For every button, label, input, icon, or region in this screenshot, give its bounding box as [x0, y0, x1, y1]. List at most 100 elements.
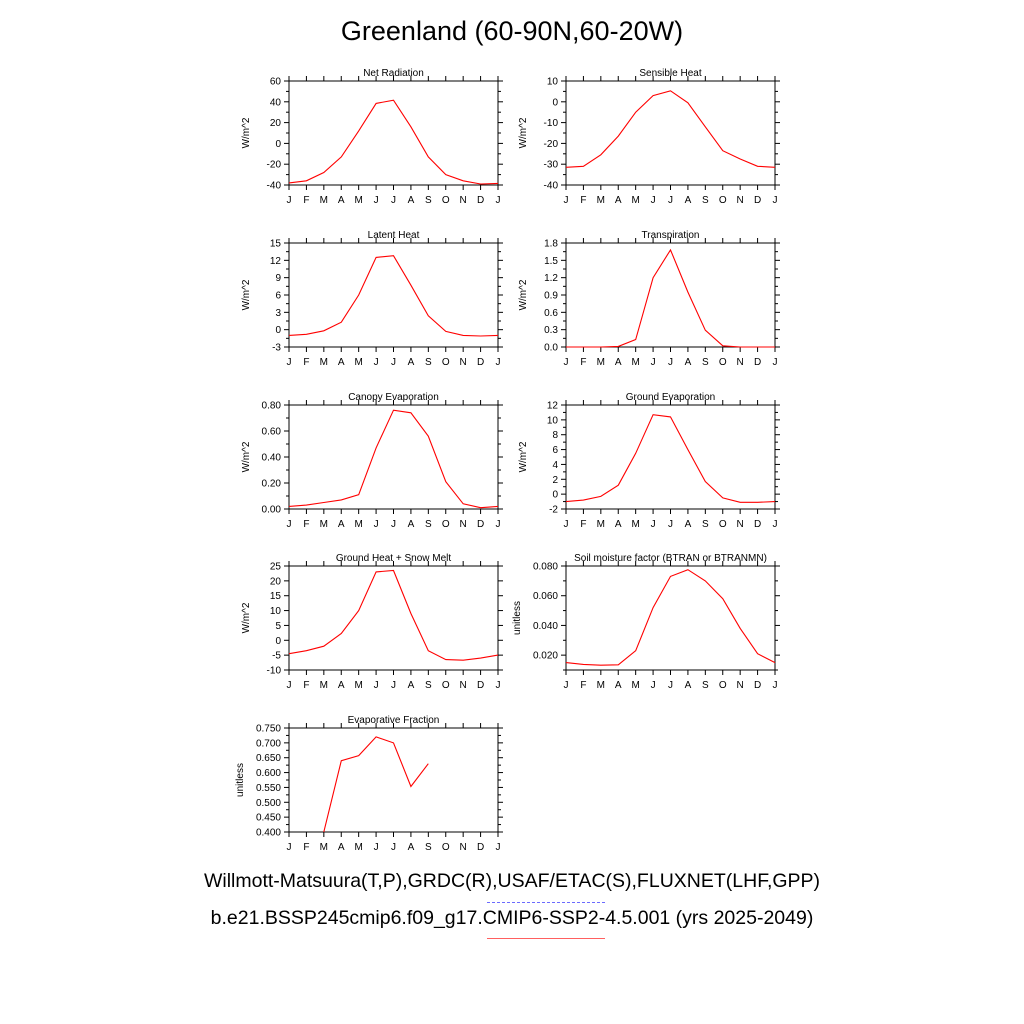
y-tick-label: -40: [267, 181, 282, 192]
x-tick-label: M: [597, 195, 605, 206]
x-tick-label: N: [737, 680, 744, 691]
y-tick-label: 2: [552, 475, 558, 486]
y-tick-label: 0: [552, 490, 558, 501]
x-tick-label: M: [597, 519, 605, 530]
series-line: [566, 248, 775, 348]
x-tick-label: N: [460, 842, 467, 853]
y-tick-label: 15: [270, 591, 282, 602]
x-tick-label: M: [320, 519, 328, 530]
y-tick-label: -20: [267, 160, 282, 171]
x-tick-label: M: [320, 842, 328, 853]
series-line: [565, 90, 776, 168]
y-tick-label: 12: [270, 256, 282, 267]
y-axis-label: W/m^2: [518, 441, 529, 472]
x-tick-label: J: [374, 195, 379, 206]
y-axis-label: W/m^2: [241, 441, 252, 472]
x-tick-label: A: [685, 680, 692, 691]
x-tick-label: N: [737, 195, 744, 206]
x-tick-label: S: [702, 680, 709, 691]
x-tick-label: F: [580, 357, 586, 368]
panel-title: Net Radiation: [363, 68, 424, 79]
y-tick-label: 10: [547, 415, 559, 426]
x-tick-label: D: [477, 842, 484, 853]
x-tick-label: J: [391, 680, 396, 691]
x-tick-label: M: [354, 842, 362, 853]
x-tick-label: J: [287, 680, 292, 691]
x-tick-label: O: [442, 195, 450, 206]
x-tick-label: D: [477, 357, 484, 368]
x-tick-label: D: [754, 195, 761, 206]
x-tick-label: N: [460, 519, 467, 530]
x-tick-label: S: [702, 519, 709, 530]
panel-frame: [565, 242, 776, 348]
y-tick-label: 0.600: [256, 768, 281, 779]
x-tick-label: J: [564, 519, 569, 530]
y-tick-label: 10: [270, 606, 282, 617]
x-tick-label: F: [303, 195, 309, 206]
x-tick-label: J: [287, 357, 292, 368]
y-tick-label: 8: [552, 430, 558, 441]
x-tick-label: A: [615, 357, 622, 368]
x-tick-label: J: [651, 357, 656, 368]
y-axis-label: W/m^2: [518, 117, 529, 148]
y-axis-label: W/m^2: [241, 117, 252, 148]
x-tick-label: F: [303, 519, 309, 530]
y-tick-label: 1.8: [544, 239, 558, 250]
y-tick-label: 0.060: [533, 591, 558, 602]
y-tick-label: 4: [552, 460, 558, 471]
y-tick-label: 40: [270, 97, 282, 108]
series-line: [565, 414, 776, 503]
y-tick-label: 6: [275, 291, 281, 302]
x-tick-label: S: [425, 680, 432, 691]
panel-title: Evaporative Fraction: [348, 715, 440, 726]
x-tick-label: J: [374, 842, 379, 853]
x-tick-label: A: [408, 519, 415, 530]
x-tick-label: A: [338, 357, 345, 368]
y-tick-label: 0.80: [262, 401, 282, 412]
y-tick-label: 0.700: [256, 738, 281, 749]
x-tick-label: M: [631, 195, 639, 206]
x-tick-label: J: [773, 680, 778, 691]
x-tick-label: J: [668, 195, 673, 206]
x-tick-label: A: [615, 195, 622, 206]
y-tick-label: 0: [552, 97, 558, 108]
y-tick-label: 0: [275, 139, 281, 150]
y-tick-label: 0.0: [544, 343, 558, 354]
x-tick-label: M: [597, 680, 605, 691]
x-tick-label: M: [631, 519, 639, 530]
y-axis-label: W/m^2: [241, 279, 252, 310]
x-tick-label: D: [754, 680, 761, 691]
x-tick-label: M: [320, 680, 328, 691]
x-tick-label: J: [287, 195, 292, 206]
x-tick-label: A: [685, 357, 692, 368]
x-tick-label: M: [631, 680, 639, 691]
y-tick-label: 0.20: [262, 479, 282, 490]
y-tick-label: 10: [547, 77, 559, 88]
y-tick-label: 0.00: [262, 505, 282, 516]
x-tick-label: N: [460, 195, 467, 206]
x-tick-label: M: [320, 195, 328, 206]
panel-title: Transpiration: [642, 230, 700, 241]
x-tick-label: A: [338, 195, 345, 206]
panel-frame: [288, 565, 499, 671]
series-line: [288, 409, 499, 509]
y-axis-label: unitless: [235, 763, 246, 797]
x-tick-label: M: [354, 680, 362, 691]
x-tick-label: O: [719, 357, 727, 368]
y-tick-label: 0.400: [256, 828, 281, 839]
legend-model-swatch: [487, 938, 605, 939]
x-tick-label: F: [580, 519, 586, 530]
series-line: [288, 569, 499, 661]
x-tick-label: N: [460, 680, 467, 691]
x-tick-label: S: [425, 842, 432, 853]
x-tick-label: D: [477, 680, 484, 691]
x-tick-label: D: [477, 519, 484, 530]
legend-observations-label: Willmott-Matsuura(T,P),GRDC(R),USAF/ETAC…: [203, 870, 821, 892]
panel-title: Latent Heat: [368, 230, 420, 241]
y-tick-label: 15: [270, 239, 282, 250]
x-tick-label: J: [391, 519, 396, 530]
y-tick-label: 1.5: [544, 256, 558, 267]
x-tick-label: A: [408, 195, 415, 206]
x-tick-label: J: [391, 357, 396, 368]
